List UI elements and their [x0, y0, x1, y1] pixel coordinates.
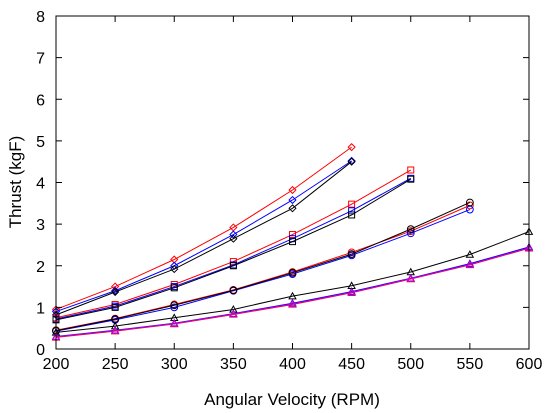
axes-layer: 200 250 300 350 400 450 500 550 600 0 1 2 3 4 5 6 7 8: [36, 9, 542, 373]
data-point-diamond: [288, 204, 297, 213]
data-point-triangle: [465, 260, 475, 268]
series-line: [55, 209, 471, 332]
data-point-square: [289, 238, 296, 246]
y-tick-label: 1: [36, 300, 45, 317]
data-point-diamond: [229, 230, 238, 239]
data-point-triangle: [170, 319, 179, 327]
series-triangle-12: [51, 243, 534, 341]
data-point-triangle: [110, 326, 120, 334]
x-tick-label: 550: [457, 356, 484, 373]
data-point-circle: [170, 303, 179, 312]
series-circle-8: [52, 198, 474, 335]
data-point-diamond: [111, 286, 120, 295]
data-point-triangle: [110, 321, 120, 330]
x-tick-label: 450: [338, 356, 365, 373]
data-point-circle: [170, 301, 179, 310]
data-point-diamond: [347, 143, 356, 152]
x-tick-label: 200: [43, 356, 70, 373]
x-tick-label: 600: [516, 356, 543, 373]
data-point-square: [348, 200, 356, 208]
data-point-square: [348, 211, 356, 219]
data-point-diamond: [347, 157, 356, 166]
data-point-diamond: [347, 156, 356, 165]
x-axis-label: Angular Velocity (RPM): [204, 390, 380, 409]
data-point-triangle: [465, 250, 475, 258]
data-point-circle: [465, 201, 474, 210]
data-point-diamond: [111, 282, 120, 291]
x-tick-label: 400: [279, 356, 306, 373]
series-line: [55, 247, 530, 338]
data-point-circle: [347, 250, 356, 258]
series-line: [55, 177, 411, 320]
series-line: [55, 202, 471, 332]
series-line: [55, 146, 352, 310]
y-tick-label: 0: [36, 342, 45, 359]
data-point-square: [229, 262, 237, 270]
data-point-square: [348, 207, 356, 215]
data-point-diamond: [111, 287, 120, 297]
series-line: [55, 161, 352, 316]
y-tick-label: 8: [36, 9, 45, 26]
data-point-circle: [288, 268, 297, 277]
series-line: [55, 178, 412, 321]
data-point-diamond: [229, 234, 238, 243]
data-point-circle: [406, 227, 415, 236]
data-point-triangle: [229, 309, 238, 318]
data-point-circle: [465, 198, 474, 207]
data-point-diamond: [288, 195, 297, 205]
data-point-circle: [229, 286, 238, 295]
data-point-triangle: [288, 299, 297, 308]
series-layer: [51, 143, 534, 341]
x-tick-label: 300: [161, 356, 188, 373]
data-point-triangle: [229, 305, 238, 313]
x-tick-label: 500: [397, 356, 424, 373]
series-line: [55, 231, 530, 333]
data-point-square: [407, 175, 415, 183]
data-point-diamond: [288, 185, 297, 195]
data-point-square: [289, 231, 296, 239]
data-point-triangle: [347, 287, 356, 296]
x-tick-label: 250: [102, 356, 129, 373]
series-line: [55, 160, 352, 313]
y-axis-label: Thrust (kgF): [6, 136, 25, 229]
data-point-circle: [406, 225, 415, 234]
x-tick-label: 350: [220, 356, 247, 373]
y-tick-label: 5: [36, 134, 45, 151]
y-tick-label: 6: [36, 92, 45, 109]
data-point-circle: [406, 229, 415, 238]
series-diamond-2: [51, 157, 356, 319]
y-tick-label: 4: [36, 176, 45, 193]
data-point-square: [111, 303, 119, 311]
data-point-diamond: [170, 264, 179, 274]
y-tick-label: 3: [36, 217, 45, 234]
data-point-square: [170, 284, 178, 292]
y-tick-label: 2: [36, 259, 45, 276]
data-point-triangle: [406, 274, 415, 282]
data-point-square: [407, 166, 415, 174]
y-tick-label: 7: [36, 51, 45, 68]
